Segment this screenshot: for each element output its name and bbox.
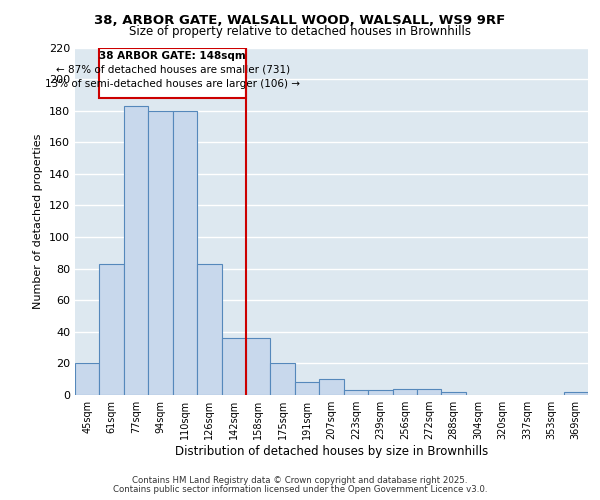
Bar	[148, 110, 173, 395]
Bar	[319, 379, 344, 395]
Bar	[344, 390, 368, 395]
Bar	[246, 338, 271, 395]
Bar	[442, 392, 466, 395]
Bar	[124, 106, 148, 395]
Bar	[100, 48, 246, 98]
Bar	[221, 338, 246, 395]
Bar	[75, 364, 100, 395]
Text: Size of property relative to detached houses in Brownhills: Size of property relative to detached ho…	[129, 25, 471, 38]
Bar	[368, 390, 392, 395]
Text: Contains HM Land Registry data © Crown copyright and database right 2025.: Contains HM Land Registry data © Crown c…	[132, 476, 468, 485]
Text: 13% of semi-detached houses are larger (106) →: 13% of semi-detached houses are larger (…	[45, 79, 300, 89]
Bar	[563, 392, 588, 395]
Bar	[417, 388, 442, 395]
Bar	[271, 364, 295, 395]
Bar	[392, 388, 417, 395]
Bar	[295, 382, 319, 395]
X-axis label: Distribution of detached houses by size in Brownhills: Distribution of detached houses by size …	[175, 445, 488, 458]
Bar	[197, 264, 221, 395]
Text: 38, ARBOR GATE, WALSALL WOOD, WALSALL, WS9 9RF: 38, ARBOR GATE, WALSALL WOOD, WALSALL, W…	[94, 14, 506, 27]
Y-axis label: Number of detached properties: Number of detached properties	[34, 134, 43, 309]
Text: ← 87% of detached houses are smaller (731): ← 87% of detached houses are smaller (73…	[56, 65, 290, 75]
Text: Contains public sector information licensed under the Open Government Licence v3: Contains public sector information licen…	[113, 485, 487, 494]
Bar	[100, 264, 124, 395]
Text: 38 ARBOR GATE: 148sqm: 38 ARBOR GATE: 148sqm	[100, 50, 246, 60]
Bar	[173, 110, 197, 395]
